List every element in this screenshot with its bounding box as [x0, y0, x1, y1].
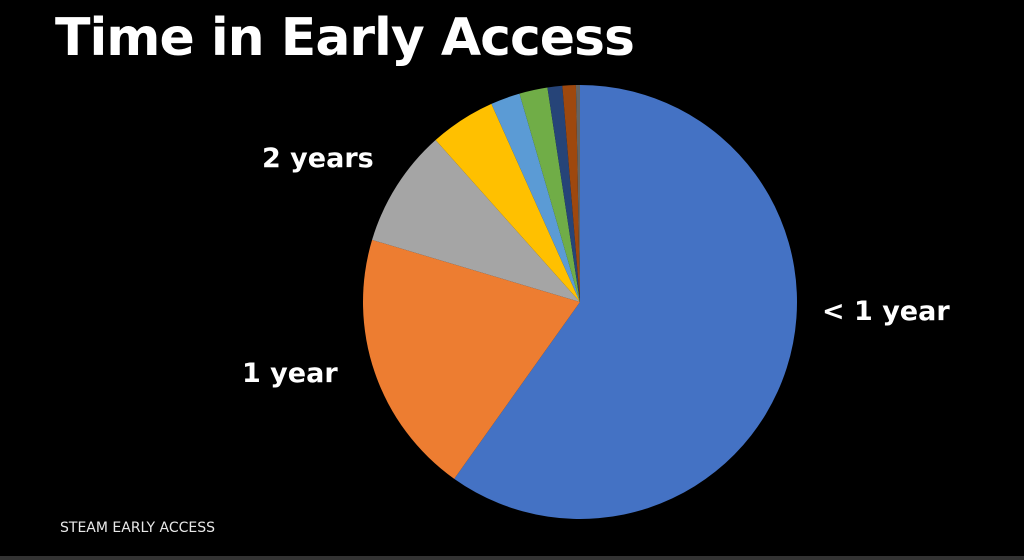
slide-title: Time in Early Access [55, 8, 635, 68]
pie-slice-3 [435, 103, 580, 302]
pie-slice-7 [562, 85, 580, 302]
pie-slice-8 [575, 85, 580, 302]
pie-slice-2 [372, 140, 580, 302]
label-1-year: 1 year [242, 358, 338, 389]
pie-slice-6 [547, 85, 580, 302]
pie-slice-5 [519, 87, 580, 302]
label-2-years: 2 years [262, 143, 374, 174]
pie-slice-4 [491, 93, 580, 302]
label-less-than-1-year: < 1 year [822, 296, 950, 327]
pie-slice-0 [454, 85, 797, 519]
footer-caption: STEAM EARLY ACCESS [60, 520, 215, 536]
bottom-divider [0, 556, 1024, 560]
pie-slice-1 [363, 239, 580, 479]
